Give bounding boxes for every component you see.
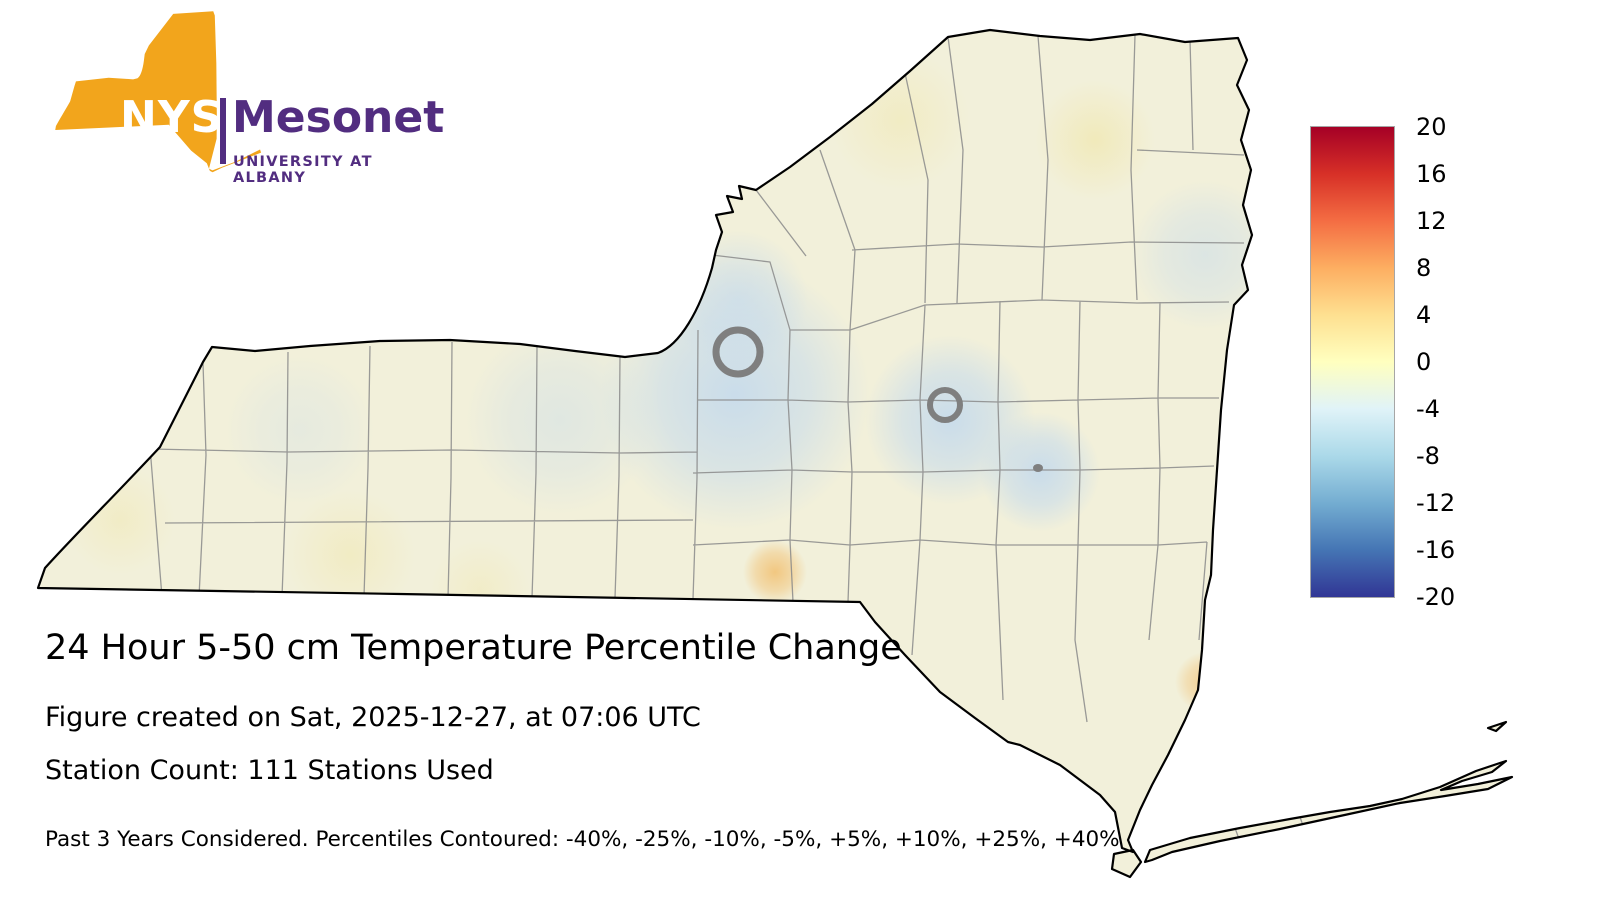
logo-institution: UNIVERSITY AT ALBANY	[233, 154, 373, 186]
county-borders	[149, 34, 1309, 851]
percentile-contour-rings	[712, 326, 1043, 472]
logo-acronym: NYS	[120, 92, 224, 143]
state-outline	[36, 28, 1514, 879]
ny-state-logo-icon	[55, 11, 262, 173]
large-contour-ring	[712, 326, 764, 378]
colorbar-tick: -8	[1416, 442, 1440, 470]
colorbar-tick: -20	[1416, 583, 1456, 611]
colorbar-tick: -4	[1416, 395, 1440, 423]
colorbar-tick: 20	[1416, 113, 1447, 141]
small-contour-ring	[927, 387, 963, 423]
station-count-line: Station Count: 111 Stations Used	[45, 755, 494, 786]
contour-footnote: Past 3 Years Considered. Percentiles Con…	[45, 827, 1120, 852]
colorbar-gradient	[1310, 126, 1395, 598]
nys-mesonet-logo: NYS Mesonet UNIVERSITY AT ALBANY	[50, 8, 444, 186]
colorbar-tick: 0	[1416, 348, 1432, 376]
colorbar-tick: -12	[1416, 489, 1456, 517]
figure-created-line: Figure created on Sat, 2025-12-27, at 07…	[45, 702, 701, 733]
colorbar-tick: 4	[1416, 301, 1432, 329]
logo-wordmark: Mesonet	[232, 92, 445, 143]
logo-divider	[220, 98, 226, 164]
colorbar-tick: 8	[1416, 254, 1432, 282]
contour-dot	[1033, 464, 1043, 472]
figure-title: 24 Hour 5-50 cm Temperature Percentile C…	[45, 628, 902, 668]
colorbar-tick: -16	[1416, 536, 1456, 564]
colorbar-tick: 16	[1416, 160, 1447, 188]
colorbar-tick: 12	[1416, 207, 1447, 235]
